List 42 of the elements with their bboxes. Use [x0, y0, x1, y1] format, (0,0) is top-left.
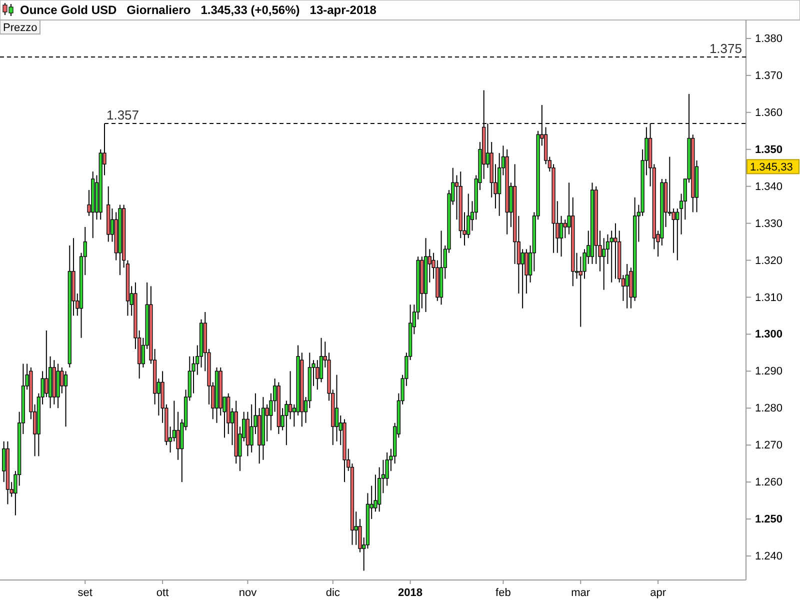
y-tick-label: 1.240 [755, 550, 783, 562]
chart-title: Ounce Gold USD Giornaliero 1.345,33 (+0,56%) 13-apr-2018 [20, 3, 377, 17]
candlestick [60, 366, 64, 394]
y-tick-label: 1.380 [755, 33, 783, 45]
ref-line-label: 1.375 [709, 40, 742, 56]
x-tick-label: 2018 [398, 587, 423, 599]
candlestick [602, 238, 606, 290]
x-tick-label: feb [496, 587, 511, 599]
candlestick [64, 370, 68, 428]
text: 1.345,33 [750, 161, 793, 174]
y-tick-label: 1.360 [755, 106, 783, 119]
candlestick [559, 215, 564, 258]
candlestick [385, 452, 389, 486]
candlestick [563, 219, 567, 239]
y-tick-label: 1.370 [755, 70, 783, 82]
x-tick-label: set [78, 587, 92, 599]
x-tick-label: dic [326, 587, 340, 599]
candlestick [625, 263, 629, 309]
candlestick [265, 404, 269, 442]
y-tick-label: 1.260 [755, 476, 783, 489]
y-tick-label: 1.350 [755, 144, 783, 156]
candlestick [316, 360, 320, 390]
y-tick-label: 1.270 [755, 440, 783, 452]
y-tick-label: 1.320 [755, 254, 783, 267]
candlestick [334, 374, 339, 442]
y-tick-label: 1.330 [755, 218, 783, 230]
y-tick-label: 1.310 [755, 292, 783, 304]
candlestick [610, 230, 614, 283]
candlestick [284, 400, 288, 446]
y-tick-label: 1.280 [755, 402, 783, 415]
annotation: Prezzo [3, 22, 38, 34]
y-tick-label: 1.250 [755, 514, 783, 526]
x-tick-label: ott [156, 587, 169, 599]
candlestick [44, 330, 48, 398]
x-tick-label: mar [571, 587, 590, 599]
y-tick-label: 1.340 [755, 180, 783, 193]
ref-line-label: 1.357 [106, 108, 140, 122]
candlestick [614, 222, 618, 280]
y-tick-label: 1.300 [755, 328, 783, 341]
x-tick-label: apr [650, 587, 666, 599]
x-tick-label: nov [238, 587, 258, 599]
y-tick-label: 1.290 [755, 366, 783, 378]
